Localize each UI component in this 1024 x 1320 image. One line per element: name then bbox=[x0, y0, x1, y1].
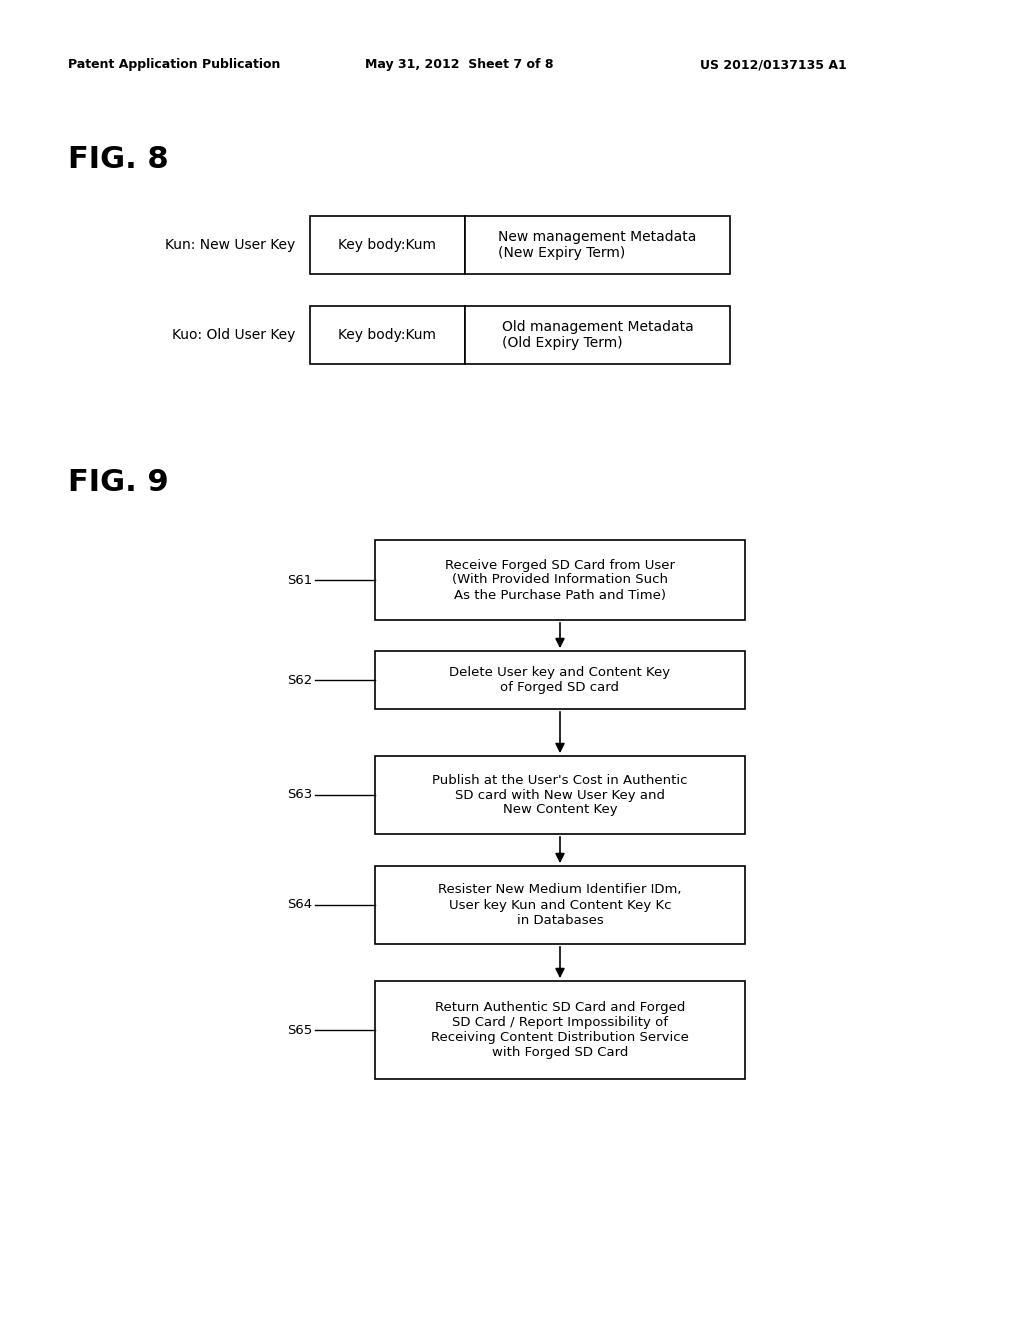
Text: US 2012/0137135 A1: US 2012/0137135 A1 bbox=[700, 58, 847, 71]
Bar bbox=[375, 756, 745, 834]
Text: Old management Metadata
(Old Expiry Term): Old management Metadata (Old Expiry Term… bbox=[502, 319, 693, 350]
Text: S65: S65 bbox=[287, 1023, 312, 1036]
Text: Return Authentic SD Card and Forged
SD Card / Report Impossibility of
Receiving : Return Authentic SD Card and Forged SD C… bbox=[431, 1001, 689, 1059]
Text: New management Metadata
(New Expiry Term): New management Metadata (New Expiry Term… bbox=[499, 230, 696, 260]
Bar bbox=[375, 540, 745, 620]
Text: S61: S61 bbox=[287, 573, 312, 586]
Bar bbox=[465, 216, 730, 275]
Text: May 31, 2012  Sheet 7 of 8: May 31, 2012 Sheet 7 of 8 bbox=[365, 58, 554, 71]
Text: Publish at the User's Cost in Authentic
SD card with New User Key and
New Conten: Publish at the User's Cost in Authentic … bbox=[432, 774, 688, 817]
Text: S62: S62 bbox=[287, 673, 312, 686]
Text: Patent Application Publication: Patent Application Publication bbox=[68, 58, 281, 71]
Text: Receive Forged SD Card from User
(With Provided Information Such
As the Purchase: Receive Forged SD Card from User (With P… bbox=[445, 558, 675, 602]
Bar bbox=[310, 216, 465, 275]
Bar bbox=[375, 651, 745, 709]
Text: Resister New Medium Identifier IDm,
User key Kun and Content Key Kc
in Databases: Resister New Medium Identifier IDm, User… bbox=[438, 883, 682, 927]
Text: S64: S64 bbox=[287, 899, 312, 912]
Text: Key body:Kum: Key body:Kum bbox=[339, 238, 436, 252]
Text: Delete User key and Content Key
of Forged SD card: Delete User key and Content Key of Forge… bbox=[450, 667, 671, 694]
Text: Key body:Kum: Key body:Kum bbox=[339, 327, 436, 342]
Bar bbox=[465, 306, 730, 364]
Text: S63: S63 bbox=[287, 788, 312, 801]
Text: Kuo: Old User Key: Kuo: Old User Key bbox=[172, 327, 295, 342]
Bar bbox=[375, 866, 745, 944]
Bar bbox=[375, 981, 745, 1078]
Bar bbox=[310, 306, 465, 364]
Text: FIG. 8: FIG. 8 bbox=[68, 145, 169, 174]
Text: FIG. 9: FIG. 9 bbox=[68, 469, 169, 498]
Text: Kun: New User Key: Kun: New User Key bbox=[165, 238, 295, 252]
